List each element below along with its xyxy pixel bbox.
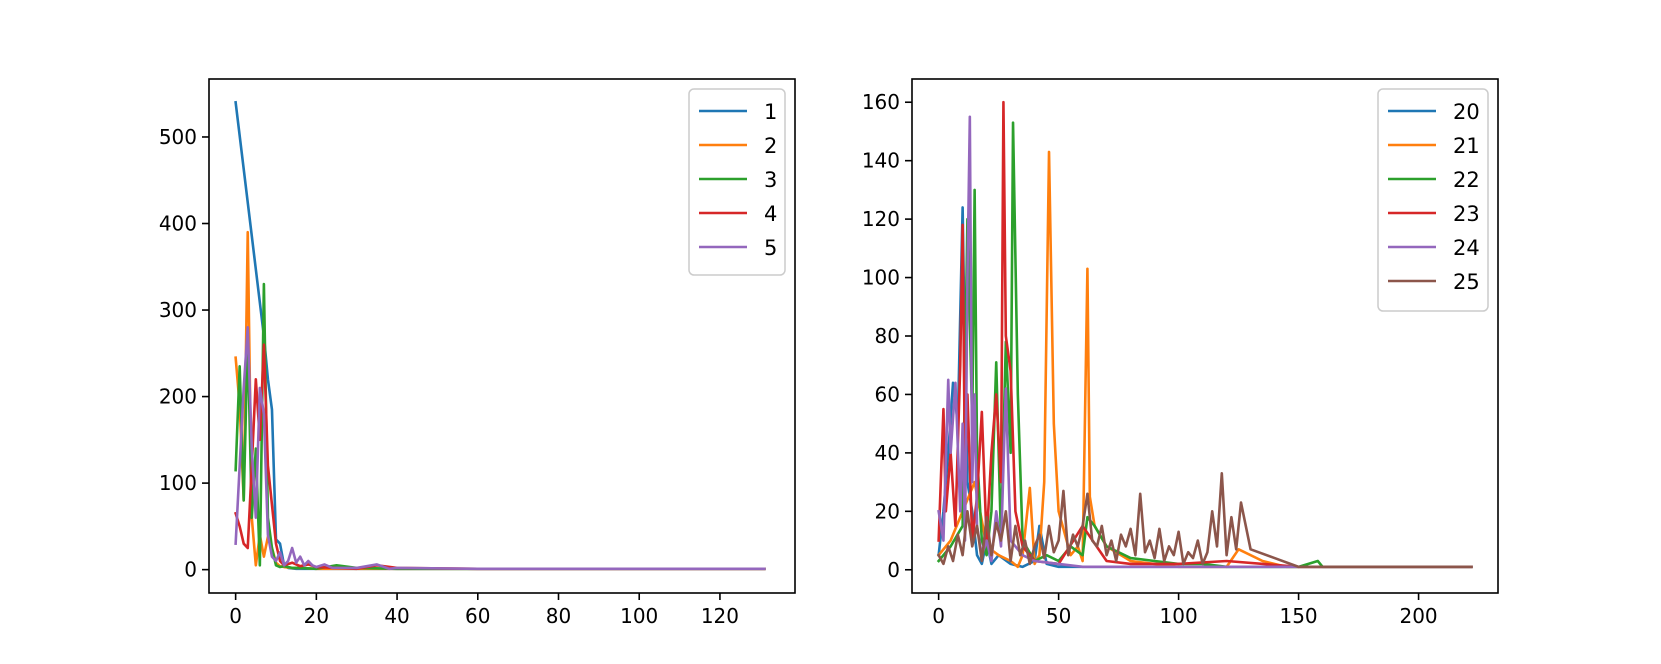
legend-label-1: 1 xyxy=(764,100,777,124)
y-tick-label: 40 xyxy=(875,441,900,465)
x-tick-label: 50 xyxy=(1046,604,1071,628)
legend-label-4: 4 xyxy=(764,202,777,226)
x-tick-label: 80 xyxy=(546,604,571,628)
x-tick-label: 100 xyxy=(1160,604,1198,628)
y-tick-label: 140 xyxy=(862,149,900,173)
x-tick-label: 100 xyxy=(620,604,658,628)
y-tick-label: 20 xyxy=(875,499,900,523)
series-line-25 xyxy=(936,472,1473,569)
x-tick-label: 120 xyxy=(701,604,739,628)
y-tick-label: 0 xyxy=(184,558,197,582)
x-tick-label: 40 xyxy=(384,604,409,628)
legend-label-22: 22 xyxy=(1453,168,1480,192)
x-tick-label: 150 xyxy=(1279,604,1317,628)
series-line-24 xyxy=(937,115,1473,569)
legend-label-5: 5 xyxy=(764,236,777,260)
left-line-chart: 0 20 40 60 80 100 120 0 100 200 300 400 500 1 2 3 4 5 xyxy=(159,78,796,628)
legend-label-23: 23 xyxy=(1453,202,1480,226)
series-line-1 xyxy=(234,100,766,571)
y-tick-label: 80 xyxy=(875,324,900,348)
x-tick-label: 200 xyxy=(1399,604,1437,628)
y-tick-label: 300 xyxy=(159,298,197,322)
y-tick-label: 120 xyxy=(862,207,900,231)
series-line-23 xyxy=(937,100,1473,569)
x-tick-label: 20 xyxy=(304,604,329,628)
legend-label-24: 24 xyxy=(1453,236,1480,260)
y-tick-label: 500 xyxy=(159,125,197,149)
legend-label-3: 3 xyxy=(764,168,777,192)
legend: 1 2 3 4 5 xyxy=(688,88,786,276)
series-line-4 xyxy=(234,343,766,571)
y-tick-label: 100 xyxy=(159,471,197,495)
series-line-3 xyxy=(234,282,766,571)
legend-box xyxy=(688,88,786,276)
x-tick-label: 0 xyxy=(932,604,945,628)
y-tick-label: 160 xyxy=(862,90,900,114)
legend-label-20: 20 xyxy=(1453,100,1480,124)
y-tick-label: 400 xyxy=(159,212,197,236)
x-tick-label: 60 xyxy=(465,604,490,628)
legend-label-25: 25 xyxy=(1453,270,1480,294)
legend-label-2: 2 xyxy=(764,134,777,158)
y-tick-label: 100 xyxy=(862,266,900,290)
series-line-2 xyxy=(234,230,766,571)
y-tick-label: 0 xyxy=(887,558,900,582)
legend: 20 21 22 23 24 25 xyxy=(1377,88,1489,312)
y-tick-label: 200 xyxy=(159,385,197,409)
y-tick-label: 60 xyxy=(875,382,900,406)
axes-frame xyxy=(208,78,796,594)
x-tick-label: 0 xyxy=(229,604,242,628)
series-line-5 xyxy=(234,326,766,571)
legend-label-21: 21 xyxy=(1453,134,1480,158)
